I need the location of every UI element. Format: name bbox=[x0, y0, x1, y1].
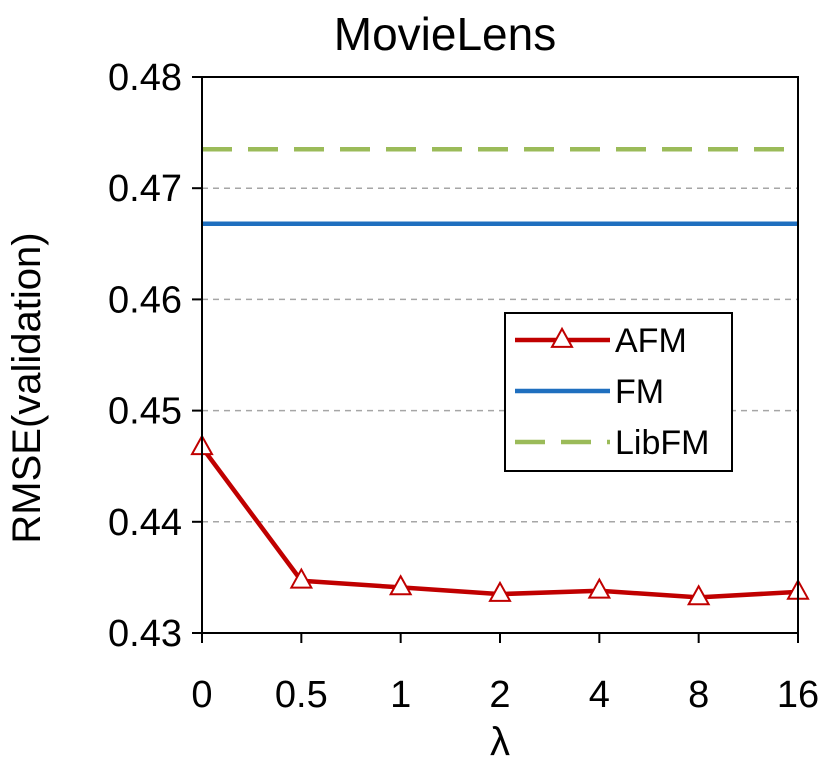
x-tick-label-5: 8 bbox=[688, 674, 709, 716]
legend-libfm-label: LibFM bbox=[615, 424, 709, 462]
y-tick-label-1: 0.44 bbox=[108, 502, 182, 544]
series-afm-point-1 bbox=[289, 567, 314, 589]
y-tick-label-3: 0.46 bbox=[108, 279, 182, 321]
legend-fm-label: FM bbox=[615, 373, 664, 411]
series-afm-point-2 bbox=[388, 574, 413, 596]
series-group bbox=[190, 147, 810, 606]
x-tick-label-2: 1 bbox=[390, 674, 411, 716]
x-tick-label-1: 0.5 bbox=[275, 674, 328, 716]
legend: AFM FM LibFM bbox=[504, 312, 733, 472]
series-afm-point-4 bbox=[587, 577, 612, 599]
y-tick-label-2: 0.45 bbox=[108, 391, 182, 433]
tick-labels: 0.43 0.44 0.45 0.46 0.47 0.48 0 0.5 1 2 4 8 16 bbox=[108, 57, 819, 716]
legend-afm-label: AFM bbox=[615, 322, 687, 360]
y-tick-label-0: 0.43 bbox=[108, 613, 182, 655]
y-axis-label: RMSE(validation) bbox=[5, 232, 49, 543]
legend-afm-marker bbox=[550, 326, 574, 348]
x-tick-label-4: 4 bbox=[589, 674, 610, 716]
x-tick-label-0: 0 bbox=[191, 674, 212, 716]
x-axis-label: λ bbox=[490, 720, 510, 764]
series-afm-point-3 bbox=[488, 580, 512, 602]
y-tick-label-5: 0.48 bbox=[108, 57, 182, 99]
y-tick-label-4: 0.47 bbox=[108, 168, 182, 210]
x-tick-label-6: 16 bbox=[777, 674, 819, 716]
x-tick-label-3: 2 bbox=[489, 674, 510, 716]
series-afm-point-5 bbox=[686, 584, 711, 606]
chart-title: MovieLens bbox=[334, 8, 556, 60]
